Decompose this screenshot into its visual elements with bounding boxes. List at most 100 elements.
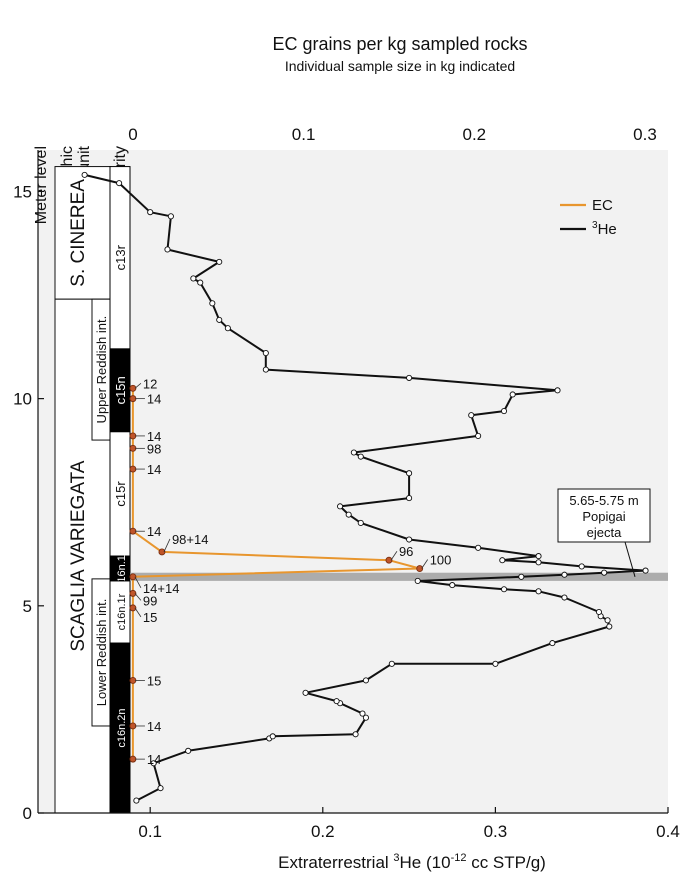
x-top-tick-label: 0.3 [633, 125, 657, 144]
sample-size-label: 15 [147, 673, 161, 688]
chart-subtitle: Individual sample size in kg indicated [285, 58, 515, 74]
data-point-he [147, 209, 154, 216]
x-top-tick-label: 0 [128, 125, 137, 144]
sample-size-label: 14 [147, 752, 161, 767]
annotation-text: ejecta [587, 525, 622, 540]
data-point-he [509, 391, 516, 398]
legend: EC 3He [560, 197, 617, 238]
data-point-he [406, 470, 413, 477]
y-tick-label: 5 [23, 597, 32, 616]
data-point-he [81, 171, 88, 178]
data-point-he [561, 571, 568, 578]
data-point-he [350, 449, 357, 456]
polarity-chron-label: c15r [113, 481, 128, 507]
data-point-he [606, 623, 613, 630]
axes: 0.1 0.2 0.3 0.4 0 0.1 0.2 0.3 0 5 10 15 [13, 125, 680, 841]
polarity-chron-label: c15n [113, 376, 128, 404]
sample-label-leader [134, 593, 142, 601]
data-point-he [406, 374, 413, 381]
data-point-he [406, 495, 413, 502]
sample-size-label: 96 [399, 544, 413, 559]
annotation-text: Popigai [582, 509, 625, 524]
data-point-he [116, 180, 123, 187]
polarity-chron-label: c16n.1n [116, 549, 128, 588]
sample-size-label: 14 [147, 429, 161, 444]
sample-size-label: 14 [147, 719, 161, 734]
ejecta-band [130, 572, 668, 581]
data-point-ec [416, 565, 424, 572]
data-point-he [224, 325, 231, 332]
data-point-he [216, 316, 223, 323]
data-point-he [414, 577, 421, 585]
data-point-he [362, 714, 369, 721]
sample-size-label: 98+14 [172, 532, 209, 547]
reddish-interval-label: Lower Reddish int. [94, 599, 109, 707]
data-point-ec [129, 384, 137, 392]
data-point-he [406, 536, 413, 543]
legend-label: EC [592, 197, 613, 214]
data-point-he [362, 677, 369, 684]
data-point-he [518, 573, 525, 580]
data-point-he [499, 557, 506, 564]
data-point-he [333, 698, 340, 705]
sample-label-leader [134, 607, 142, 618]
sample-label-leader [421, 559, 429, 569]
litho-unit-label: S. CINEREA [68, 179, 89, 287]
data-point-ec [129, 573, 137, 581]
y-tick-label: 10 [13, 390, 32, 409]
data-point-he [535, 588, 542, 595]
x-top-tick-label: 0.1 [292, 125, 316, 144]
data-point-he [133, 797, 140, 804]
x-tick-label: 0.1 [138, 822, 162, 841]
data-point-he [157, 785, 164, 792]
y-tick-label: 15 [13, 182, 32, 201]
data-point-he [578, 563, 585, 570]
data-point-he [216, 258, 223, 265]
data-point-he [357, 519, 364, 526]
data-point-he [549, 640, 556, 647]
data-point-he [352, 731, 359, 738]
legend-label: 3He [592, 220, 617, 238]
sample-label-leader [134, 382, 142, 389]
annotation-box [557, 488, 651, 543]
x-top-tick-label: 0.2 [462, 125, 486, 144]
popigai-ejecta-band [130, 572, 668, 581]
polarity-chron-label: c16n.1r [116, 593, 128, 630]
data-point-he [185, 747, 192, 754]
data-point-he [167, 213, 174, 220]
sample-size-label: 12 [143, 376, 157, 391]
data-point-he [475, 432, 482, 439]
x-axis-title: Extraterrestrial 3He (10-12 cc STP/g) [278, 852, 546, 872]
series-layer [81, 171, 649, 804]
data-point-he [500, 586, 508, 593]
data-point-he [535, 559, 542, 566]
litho-unit-box [54, 166, 111, 300]
data-point-he [475, 544, 482, 551]
data-point-ec [158, 548, 166, 556]
annotation-text: 5.65-5.75 m [569, 493, 638, 508]
data-point-he [302, 689, 309, 696]
magnetic-polarity-column: c13r c15n c15r c16n.1n c16n.1r c16n.2n [109, 166, 131, 814]
data-point-he [190, 275, 197, 282]
data-point-ec [129, 589, 137, 597]
annotation-pointer [624, 541, 636, 577]
data-point-he [197, 279, 204, 286]
polarity-chron-label: c13r [113, 244, 128, 270]
polarity-chron-label: c16n.2n [116, 708, 128, 747]
data-point-he [269, 733, 276, 740]
lithostratigraphy-column: S. CINEREA SCAGLIA VARIEGATA Upper Reddish… [54, 166, 111, 814]
data-point-he [601, 569, 608, 576]
sample-size-label: 15 [143, 610, 157, 625]
data-point-he [345, 511, 352, 518]
data-point-he [337, 503, 344, 510]
sample-size-label: 14 [147, 462, 161, 477]
data-point-he [554, 387, 561, 394]
sample-label-leader [134, 576, 142, 588]
data-point-he [359, 710, 366, 717]
data-point-ec [385, 556, 393, 564]
x-tick-label: 0.3 [484, 822, 508, 841]
data-point-he [500, 408, 508, 415]
data-point-he [468, 412, 475, 419]
data-point-he [595, 608, 603, 616]
